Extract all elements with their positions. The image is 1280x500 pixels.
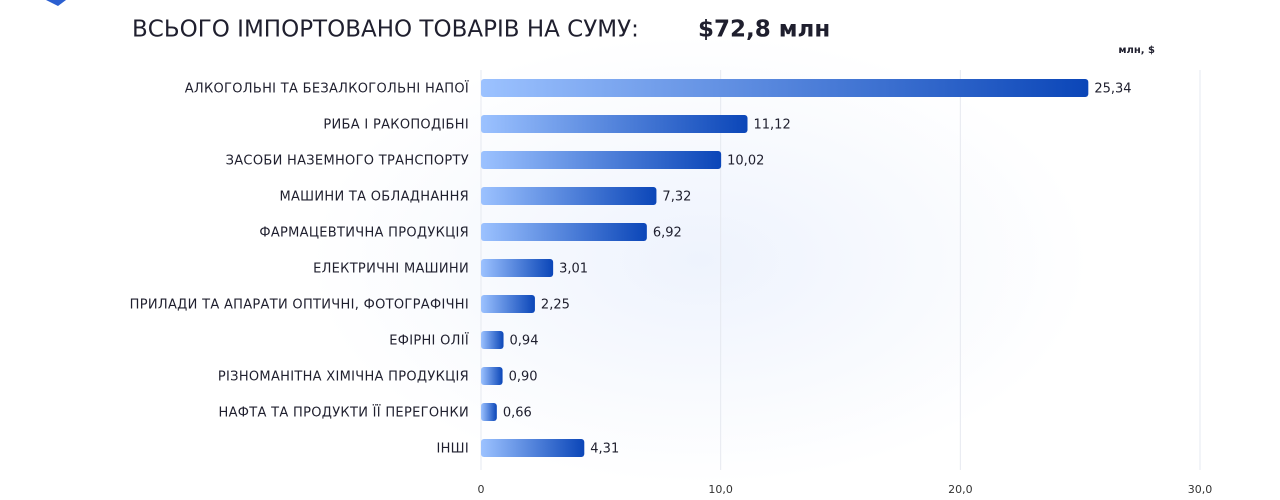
value-label: 0,66 — [503, 406, 532, 421]
y-tick-label: РИБА І РАКОПОДІБНІ — [323, 118, 469, 133]
value-label: 3,01 — [559, 262, 588, 277]
x-tick-label: 30,0 — [1188, 483, 1213, 496]
value-label: 6,92 — [653, 226, 682, 241]
value-label: 0,90 — [509, 370, 538, 385]
value-label: 10,02 — [727, 154, 764, 169]
bar — [481, 259, 554, 277]
bar — [481, 331, 504, 349]
y-tick-label: ЕФІРНІ ОЛІЇ — [389, 333, 469, 349]
bar — [481, 187, 657, 205]
bar — [481, 151, 722, 169]
chart-title: ВСЬОГО ІМПОРТОВАНО ТОВАРІВ НА СУМУ: — [132, 17, 639, 43]
bar — [481, 223, 647, 241]
y-tick-label: МАШИНИ ТА ОБЛАДНАННЯ — [279, 190, 469, 205]
y-tick-label: РІЗНОМАНІТНА ХІМІЧНА ПРОДУКЦІЯ — [218, 370, 469, 385]
bar — [481, 403, 497, 421]
y-tick-label: ЗАСОБИ НАЗЕМНОГО ТРАНСПОРТУ — [226, 154, 469, 169]
total: $72,8 млн — [698, 17, 830, 43]
y-tick-label: ПРИЛАДИ ТА АПАРАТИ ОПТИЧНІ, ФОТОГРАФІЧНІ — [130, 298, 469, 313]
unit-label: млн, $ — [1118, 45, 1155, 56]
logo-fragment — [46, 0, 66, 6]
x-tick-label: 0 — [478, 483, 485, 496]
y-tick-label: АЛКОГОЛЬНІ ТА БЕЗАЛКОГОЛЬНІ НАПОЇ — [185, 81, 469, 97]
y-tick-label: ФАРМАЦЕВТИЧНА ПРОДУКЦІЯ — [259, 226, 469, 241]
bar — [481, 79, 1089, 97]
value-label: 0,94 — [510, 334, 539, 349]
value-label: 2,25 — [541, 298, 570, 313]
bar — [481, 439, 585, 457]
bar — [481, 367, 503, 385]
bar — [481, 115, 748, 133]
value-label: 7,32 — [662, 190, 691, 205]
value-label: 4,31 — [590, 442, 619, 457]
bar — [481, 295, 535, 313]
y-tick-label: ІНШІ — [436, 442, 469, 457]
y-tick-label: НАФТА ТА ПРОДУКТИ ЇЇ ПЕРЕГОНКИ — [219, 405, 469, 421]
value-label: 11,12 — [754, 118, 791, 133]
x-tick-label: 20,0 — [948, 483, 973, 496]
x-tick-label: 10,0 — [708, 483, 733, 496]
y-tick-label: ЕЛЕКТРИЧНІ МАШИНИ — [313, 262, 469, 277]
value-label: 25,34 — [1094, 82, 1131, 97]
